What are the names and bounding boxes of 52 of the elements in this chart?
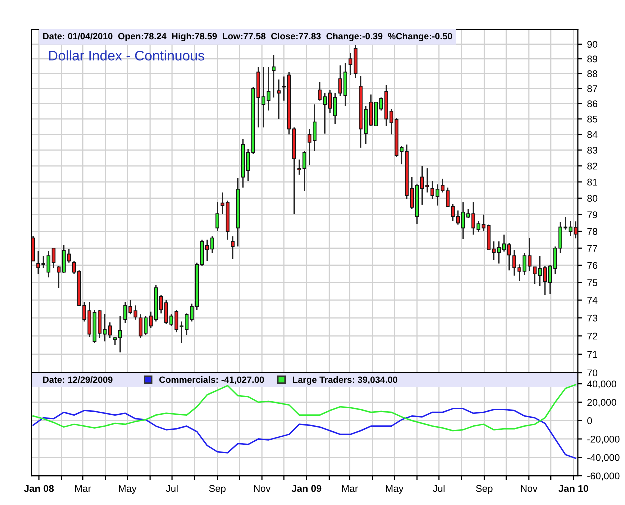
y-tick-label: 78 — [588, 228, 598, 236]
annotation: Date: 12/29/2009 — [43, 376, 113, 384]
y-tick-label: 20,000 — [588, 399, 617, 408]
y-tick-label: 76 — [588, 262, 598, 270]
y-tick-label: 70 — [588, 370, 598, 377]
candlestick — [272, 54, 276, 98]
x-tick-label: Nov — [521, 485, 538, 492]
y-tick-label: 80 — [588, 195, 598, 202]
y-tick-label: 74 — [588, 297, 598, 304]
text: Dollar Index - Continuous — [49, 50, 204, 61]
candlestick — [216, 202, 220, 232]
legend-label: Large Traders: 39,034.00 — [293, 376, 398, 385]
y-tick-label: 88 — [588, 70, 598, 78]
y-tick-label: -60,000 — [588, 472, 620, 481]
x-tick-label: May — [119, 485, 137, 494]
x-tick-label: Mar — [75, 485, 92, 492]
line-series — [32, 384, 577, 432]
y-tick-label: 40,000 — [587, 380, 617, 389]
y-tick-label: 82 — [588, 162, 598, 170]
x-tick-label: Jul — [166, 485, 178, 492]
y-tick-label: 83 — [588, 147, 598, 154]
x-tick-label: Sep — [476, 485, 493, 494]
y-tick-label: 72 — [588, 332, 598, 340]
y-tick-label: 84 — [588, 131, 598, 138]
candlestick — [231, 236, 235, 260]
line-series — [32, 408, 577, 460]
x-tick-label: Mar — [342, 485, 358, 492]
y-tick-label: 75 — [588, 280, 598, 286]
y-tick-label: 85 — [588, 116, 598, 123]
y-tick-label: -40,000 — [588, 454, 620, 462]
x-tick-label: Jul — [433, 485, 445, 492]
y-tick-label: 71 — [588, 351, 598, 358]
y-tick-label: -20,000 — [588, 436, 620, 444]
x-tick-label: Sep — [209, 485, 226, 494]
y-tick-label: 81 — [588, 178, 598, 186]
y-tick-label: 77 — [588, 245, 598, 252]
y-tick-label: 87 — [588, 85, 598, 92]
x-tick-label: Jan 09 — [292, 485, 322, 492]
annotation: Date: 01/04/2010 Open:78.24 High:78.59 Low:77.58 Close:77.83 Change:-0.39 %Change:-0.50 — [43, 32, 452, 42]
y-tick-label: 0 — [588, 418, 592, 424]
candlestick — [277, 79, 281, 120]
y-tick-label: 90 — [588, 41, 598, 48]
candlestick — [32, 236, 36, 262]
x-tick-label: May — [386, 485, 404, 494]
x-tick-label: Jan 10 — [558, 485, 588, 492]
legend-label: Commercials: -41,027.00 — [160, 376, 264, 384]
y-tick-label: 79 — [588, 212, 598, 218]
x-tick-label: Nov — [254, 485, 271, 492]
y-tick-label: 73 — [588, 314, 598, 322]
x-tick-label: Jan 08 — [24, 485, 54, 492]
y-tick-label: 89 — [588, 56, 598, 63]
y-tick-label: 86 — [588, 100, 598, 108]
